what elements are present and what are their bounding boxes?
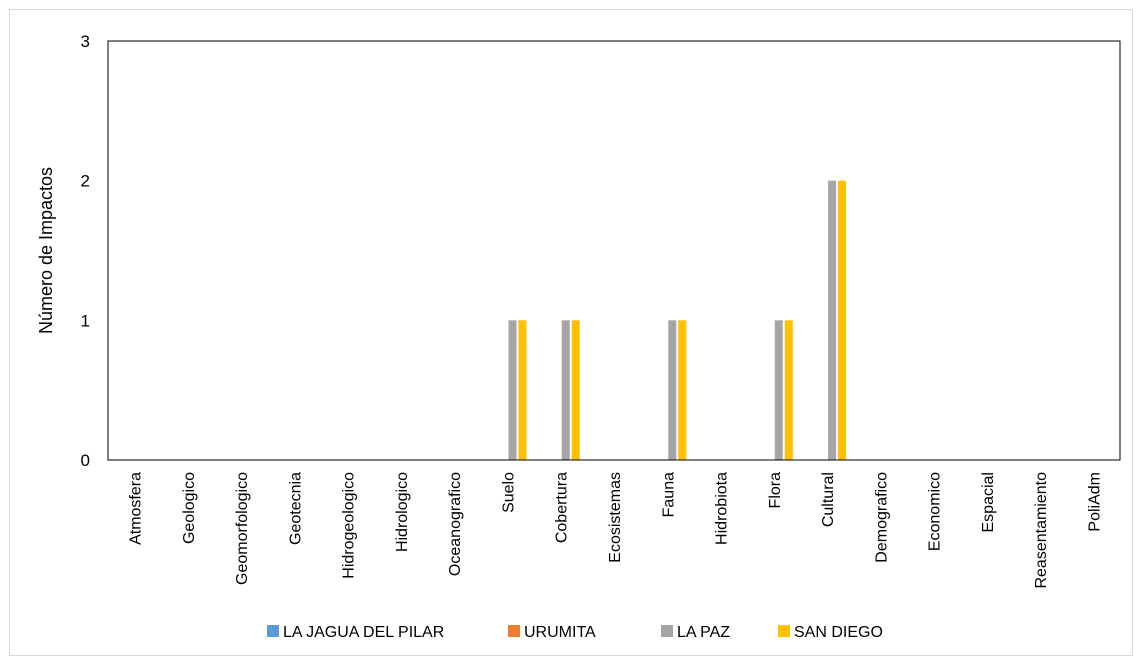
bar	[838, 180, 847, 460]
plot-area	[107, 40, 1121, 461]
category-label: Hidrologico	[394, 472, 411, 552]
category-label: Fauna	[660, 472, 677, 517]
category-label: Atmosfera	[128, 472, 145, 545]
legend-label: LA JAGUA DEL PILAR	[283, 624, 444, 641]
y-tick-label: 1	[81, 311, 90, 330]
bar	[828, 180, 837, 460]
bars	[508, 180, 847, 460]
bar	[508, 320, 517, 460]
category-label: Oceanografico	[447, 472, 464, 576]
category-label: Demografico	[873, 472, 890, 563]
legend-swatch	[778, 625, 790, 637]
category-label: Suelo	[500, 472, 517, 513]
bar	[561, 320, 570, 460]
bar	[678, 320, 687, 460]
legend-swatch	[267, 625, 279, 637]
legend-label: LA PAZ	[677, 624, 730, 641]
legend-label: SAN DIEGO	[794, 624, 883, 641]
category-label: Economico	[927, 472, 944, 551]
bar	[784, 320, 793, 460]
category-label: Reasentamiento	[1033, 472, 1050, 589]
category-label: Hidrogeologico	[341, 472, 358, 579]
y-tick-label: 2	[81, 172, 90, 191]
bar	[668, 320, 677, 460]
category-label: PoliAdm	[1086, 472, 1103, 532]
bar	[774, 320, 783, 460]
legend-swatch	[508, 625, 520, 637]
bar	[571, 320, 580, 460]
category-label: Espacial	[980, 472, 997, 532]
legend-label: URUMITA	[524, 624, 596, 641]
bar	[518, 320, 527, 460]
legend-swatch	[661, 625, 673, 637]
category-label: Cultural	[820, 472, 837, 527]
y-ticks: 0 1 2 3	[81, 32, 90, 470]
legend: LA JAGUA DEL PILAR URUMITA LA PAZ SAN DIEGO	[267, 624, 883, 641]
y-tick-label: 0	[81, 451, 90, 470]
category-label: Cobertura	[554, 472, 571, 543]
category-label: Hidrobiota	[714, 472, 731, 545]
category-label: Geotecnia	[287, 472, 304, 545]
category-labels: Atmosfera Geologico Geomorfologico Geotecni…	[128, 472, 1104, 589]
y-axis-label: Número de Impactos	[36, 167, 56, 334]
category-label: Ecosistemas	[607, 472, 624, 563]
category-label: Geologico	[181, 472, 198, 544]
category-label: Flora	[767, 472, 784, 509]
y-tick-label: 3	[81, 32, 90, 51]
category-label: Geomorfologico	[234, 472, 251, 585]
chart-frame	[9, 9, 1133, 656]
